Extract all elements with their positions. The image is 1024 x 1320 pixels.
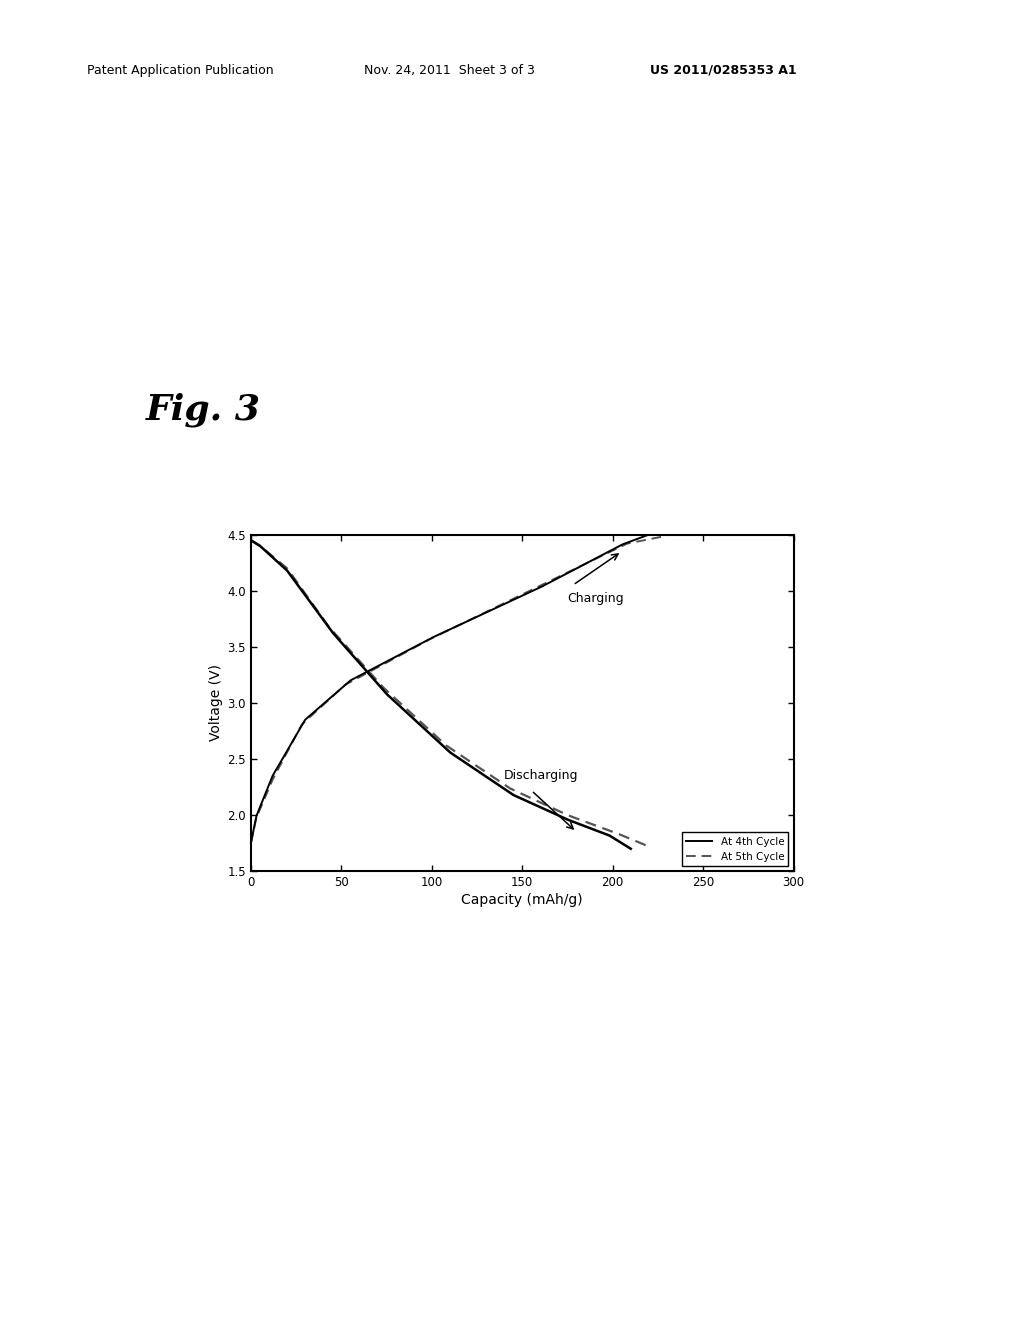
X-axis label: Capacity (mAh/g): Capacity (mAh/g) bbox=[462, 894, 583, 907]
Text: Nov. 24, 2011  Sheet 3 of 3: Nov. 24, 2011 Sheet 3 of 3 bbox=[364, 63, 535, 77]
Text: US 2011/0285353 A1: US 2011/0285353 A1 bbox=[650, 63, 797, 77]
Text: Patent Application Publication: Patent Application Publication bbox=[87, 63, 273, 77]
Y-axis label: Voltage (V): Voltage (V) bbox=[209, 664, 223, 742]
Text: Charging: Charging bbox=[567, 591, 624, 605]
Text: Fig. 3: Fig. 3 bbox=[145, 393, 260, 428]
Legend: At 4th Cycle, At 5th Cycle: At 4th Cycle, At 5th Cycle bbox=[682, 833, 788, 866]
Text: Discharging: Discharging bbox=[504, 770, 579, 783]
